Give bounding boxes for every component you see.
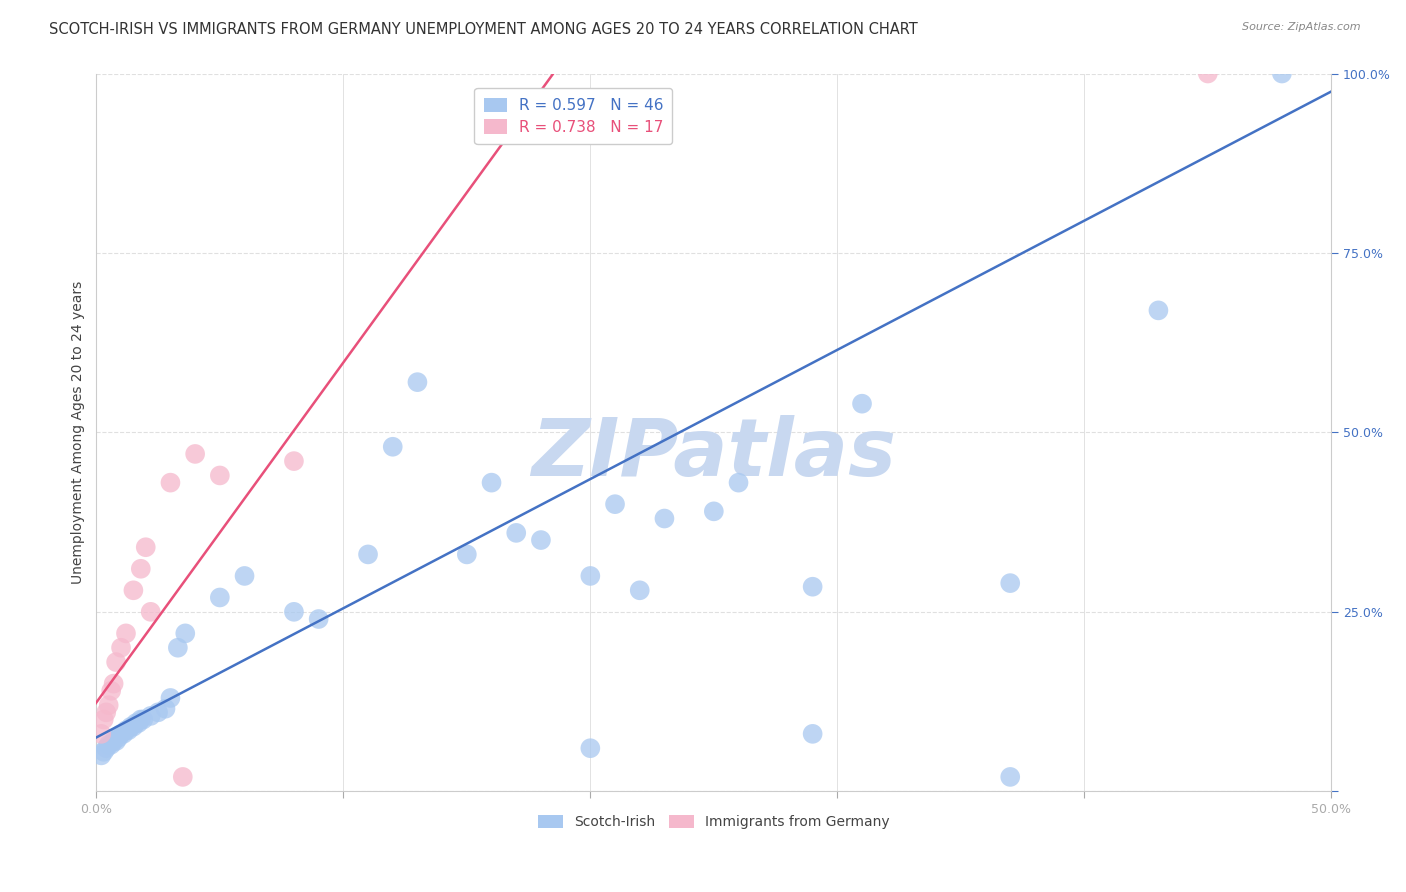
Point: [105, 734, 128, 748]
Point: [654, 511, 676, 525]
Point: [107, 731, 129, 745]
Point: [579, 569, 602, 583]
Point: [105, 655, 128, 669]
Text: Source: ZipAtlas.com: Source: ZipAtlas.com: [1243, 22, 1361, 32]
Point: [120, 720, 142, 734]
Point: [129, 562, 152, 576]
Point: [505, 525, 527, 540]
Point: [103, 676, 125, 690]
Point: [172, 770, 194, 784]
Point: [96, 706, 118, 720]
Point: [1197, 66, 1219, 80]
Point: [96, 741, 118, 756]
Point: [146, 706, 169, 720]
Point: [1147, 303, 1170, 318]
Point: [139, 605, 162, 619]
Point: [135, 540, 157, 554]
Point: [167, 640, 190, 655]
Point: [97, 738, 120, 752]
Point: [97, 698, 120, 713]
Point: [122, 583, 145, 598]
Point: [115, 626, 138, 640]
Point: [308, 612, 330, 626]
Legend: Scotch-Irish, Immigrants from Germany: Scotch-Irish, Immigrants from Germany: [533, 809, 896, 835]
Y-axis label: Unemployment Among Ages 20 to 24 years: Unemployment Among Ages 20 to 24 years: [72, 281, 86, 584]
Point: [456, 548, 478, 562]
Point: [115, 723, 138, 738]
Point: [381, 440, 404, 454]
Point: [100, 683, 122, 698]
Point: [93, 713, 115, 727]
Point: [93, 745, 115, 759]
Point: [283, 454, 305, 468]
Point: [1000, 576, 1022, 591]
Text: ZIPatlas: ZIPatlas: [531, 415, 897, 493]
Point: [117, 723, 139, 738]
Point: [139, 709, 162, 723]
Point: [184, 447, 207, 461]
Point: [90, 748, 112, 763]
Point: [155, 702, 177, 716]
Point: [1000, 770, 1022, 784]
Point: [125, 716, 148, 731]
Point: [628, 583, 651, 598]
Point: [851, 397, 873, 411]
Point: [103, 734, 125, 748]
Point: [801, 580, 824, 594]
Point: [357, 548, 380, 562]
Point: [159, 690, 181, 705]
Point: [100, 738, 122, 752]
Point: [801, 727, 824, 741]
Point: [132, 713, 155, 727]
Point: [110, 727, 132, 741]
Text: SCOTCH-IRISH VS IMMIGRANTS FROM GERMANY UNEMPLOYMENT AMONG AGES 20 TO 24 YEARS C: SCOTCH-IRISH VS IMMIGRANTS FROM GERMANY …: [49, 22, 918, 37]
Point: [208, 591, 231, 605]
Point: [208, 468, 231, 483]
Point: [530, 533, 553, 547]
Point: [159, 475, 181, 490]
Point: [174, 626, 197, 640]
Point: [122, 720, 145, 734]
Point: [579, 741, 602, 756]
Point: [603, 497, 626, 511]
Point: [90, 727, 112, 741]
Point: [283, 605, 305, 619]
Point: [727, 475, 749, 490]
Point: [481, 475, 503, 490]
Point: [112, 727, 135, 741]
Point: [110, 640, 132, 655]
Point: [703, 504, 725, 518]
Point: [129, 713, 152, 727]
Point: [406, 375, 429, 389]
Point: [127, 716, 149, 731]
Point: [233, 569, 256, 583]
Point: [1271, 66, 1294, 80]
